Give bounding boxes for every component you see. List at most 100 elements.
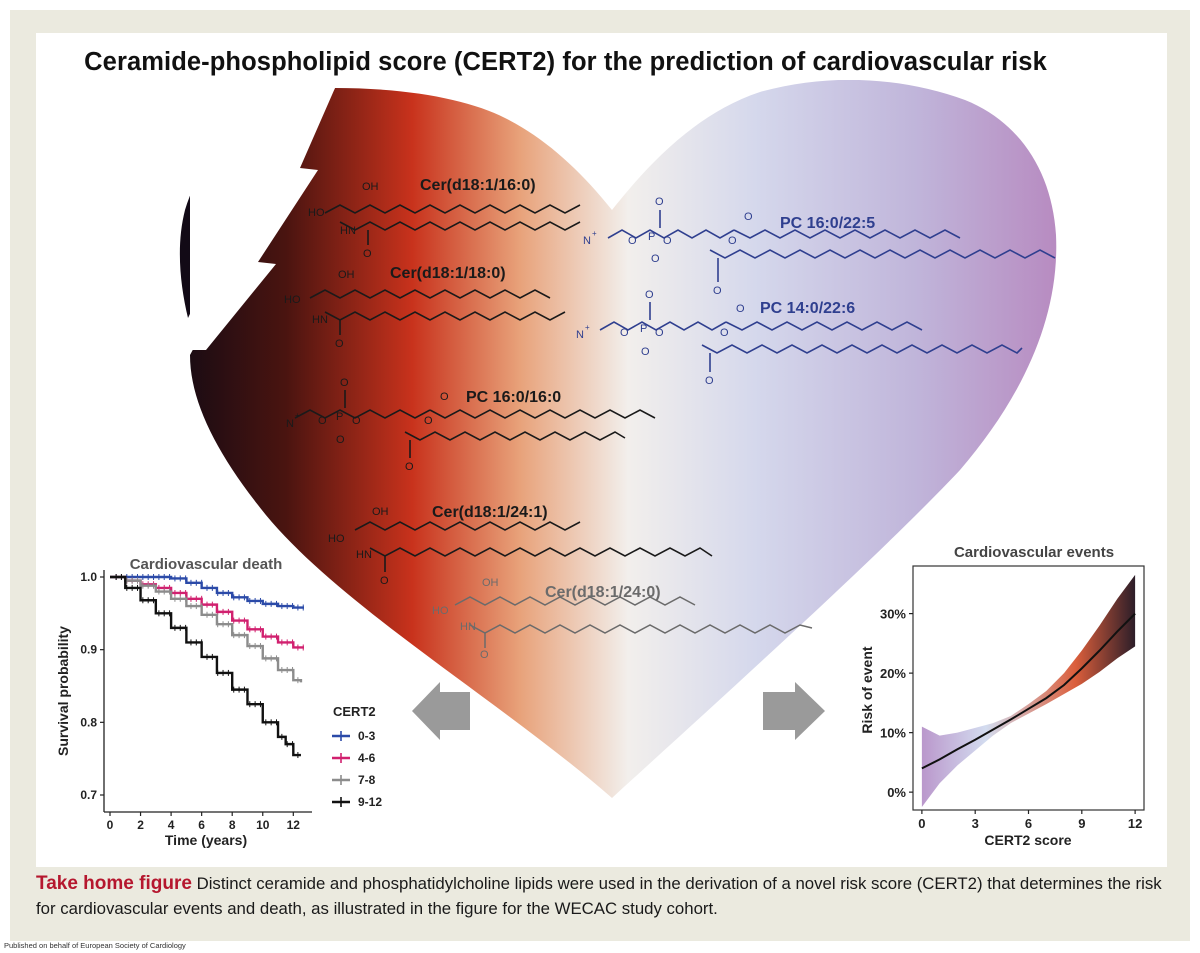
atom-ho: HO xyxy=(284,294,301,306)
survival-x-label: Time (years) xyxy=(165,832,247,848)
atom-n: N xyxy=(286,418,294,430)
atom-o: O xyxy=(736,303,745,315)
risk-y-ticks: 0% 10% 20% 30% xyxy=(880,607,913,800)
atom-o: O xyxy=(655,327,664,339)
lipid-label-pc-14-0-22-6: PC 14:0/22:6 xyxy=(760,300,855,317)
legend-label: 4-6 xyxy=(358,751,376,765)
risk-line xyxy=(921,612,1136,770)
survival-y-tick-label: 1.0 xyxy=(80,570,97,584)
pc-16-0-16-0-structure xyxy=(294,390,656,458)
survival-x-tick-label: 6 xyxy=(198,818,205,832)
caption-text: Distinct ceramide and phosphatidylcholin… xyxy=(36,874,1162,918)
risk-x-tick-label: 12 xyxy=(1128,816,1142,831)
atom-oh: OH xyxy=(362,181,379,193)
atom-n: N xyxy=(583,235,591,247)
survival-y-tick-label: 0.7 xyxy=(80,788,97,802)
atom-o: O xyxy=(405,461,414,473)
lipid-label-cer-18-0: Cer(d18:1/18:0) xyxy=(390,265,506,282)
risk-curve xyxy=(921,612,1136,770)
legend-label: 7-8 xyxy=(358,773,376,787)
survival-y-tick-label: 0.9 xyxy=(80,643,97,657)
survival-x-tick-label: 12 xyxy=(287,818,301,832)
atom-o: O xyxy=(705,375,714,387)
risk-x-tick-label: 3 xyxy=(972,816,979,831)
publisher-note: Published on behalf of European Society … xyxy=(4,941,186,950)
risk-y-tick-label: 30% xyxy=(880,607,906,622)
atom-hn: HN xyxy=(340,225,356,237)
atom-charge: + xyxy=(585,323,590,332)
atom-oh: OH xyxy=(338,269,355,281)
atom-oh: OH xyxy=(482,577,499,589)
legend-label: 9-12 xyxy=(358,795,382,809)
arrow-right-icon xyxy=(763,682,825,740)
survival-series xyxy=(110,574,304,759)
page-title: Ceramide-phospholipid score (CERT2) for … xyxy=(84,48,1047,76)
survival-chart-title: Cardiovascular death xyxy=(130,556,283,573)
survival-x-tick-label: 2 xyxy=(137,818,144,832)
atom-o: O xyxy=(318,415,327,427)
cer-16-0-structure xyxy=(324,204,581,245)
atom-o: O xyxy=(363,248,372,260)
lipid-labels: Cer(d18:1/16:0) PC 16:0/22:5 Cer(d18:1/1… xyxy=(390,177,875,601)
risk-chart: Cardiovascular events 0% 10% 20% 30% 0 3 6 9 12… xyxy=(859,544,1145,848)
survival-legend: 0-3 4-6 7-8 9-12 xyxy=(332,729,382,809)
atom-o: O xyxy=(340,377,349,389)
survival-x-tick-label: 4 xyxy=(168,818,175,832)
atom-ho: HO xyxy=(432,605,449,617)
arrow-left-icon xyxy=(412,682,470,740)
survival-y-label: Survival probability xyxy=(55,626,71,756)
atom-o: O xyxy=(713,285,722,297)
atom-o: O xyxy=(440,391,449,403)
atom-o: O xyxy=(352,415,361,427)
atom-o: O xyxy=(628,235,637,247)
atom-o: O xyxy=(651,253,660,265)
survival-chart: Cardiovascular death 0.7 0.8 0.9 1.0 0 2 4 6 8 1… xyxy=(55,556,382,848)
atom-n: N xyxy=(576,329,584,341)
risk-y-tick-label: 10% xyxy=(880,726,906,741)
lipid-label-cer-24-0: Cer(d18:1/24:0) xyxy=(545,584,661,601)
caption-lead: Take home figure xyxy=(36,873,192,894)
survival-x-tick-label: 10 xyxy=(256,818,270,832)
risk-x-ticks: 0 3 6 9 12 xyxy=(918,810,1142,831)
atom-charge: + xyxy=(295,411,300,420)
atom-o: O xyxy=(424,415,433,427)
atom-o: O xyxy=(663,235,672,247)
risk-chart-title: Cardiovascular events xyxy=(954,544,1114,561)
risk-y-label: Risk of event xyxy=(859,646,875,733)
risk-x-label: CERT2 score xyxy=(984,832,1071,848)
atom-o: O xyxy=(335,338,344,350)
legend-label: 0-3 xyxy=(358,729,376,743)
atom-o: O xyxy=(641,346,650,358)
survival-y-ticks: 0.7 0.8 0.9 1.0 xyxy=(80,570,104,802)
survival-y-tick-label: 0.8 xyxy=(80,715,97,729)
atom-o: O xyxy=(744,211,753,223)
cer-18-0-structure xyxy=(309,289,566,335)
survival-legend-title: CERT2 xyxy=(333,704,376,719)
lipid-label-cer-16-0: Cer(d18:1/16:0) xyxy=(420,177,536,194)
atom-p: P xyxy=(648,231,655,243)
atom-labels: OH HO HN O N + O P O O O O O O OH HO HN … xyxy=(284,181,753,661)
lipid-label-cer-24-1: Cer(d18:1/24:1) xyxy=(432,504,548,521)
atom-o: O xyxy=(720,327,729,339)
atom-o: O xyxy=(655,196,664,208)
cer-24-1-structure xyxy=(354,521,713,572)
lipid-label-pc-16-0-22-5: PC 16:0/22:5 xyxy=(780,215,875,232)
atom-charge: + xyxy=(592,229,597,238)
figure-caption: Take home figure Distinct ceramide and p… xyxy=(36,871,1176,921)
pc-14-0-22-6-structure xyxy=(599,302,1023,372)
survival-series-7-8 xyxy=(110,575,303,683)
atom-hn: HN xyxy=(356,549,372,561)
lipid-label-pc-16-0-16-0: PC 16:0/16:0 xyxy=(466,389,561,406)
atom-p: P xyxy=(336,411,343,423)
atom-o: O xyxy=(380,575,389,587)
atom-o: O xyxy=(620,327,629,339)
risk-x-tick-label: 9 xyxy=(1078,816,1085,831)
atom-oh: OH xyxy=(372,506,389,518)
risk-x-tick-label: 0 xyxy=(918,816,925,831)
atom-o: O xyxy=(645,289,654,301)
survival-series-0-3 xyxy=(110,575,304,609)
survival-x-ticks: 0 2 4 6 8 10 12 xyxy=(107,812,301,832)
confidence-band xyxy=(921,574,1136,808)
risk-x-tick-label: 6 xyxy=(1025,816,1032,831)
